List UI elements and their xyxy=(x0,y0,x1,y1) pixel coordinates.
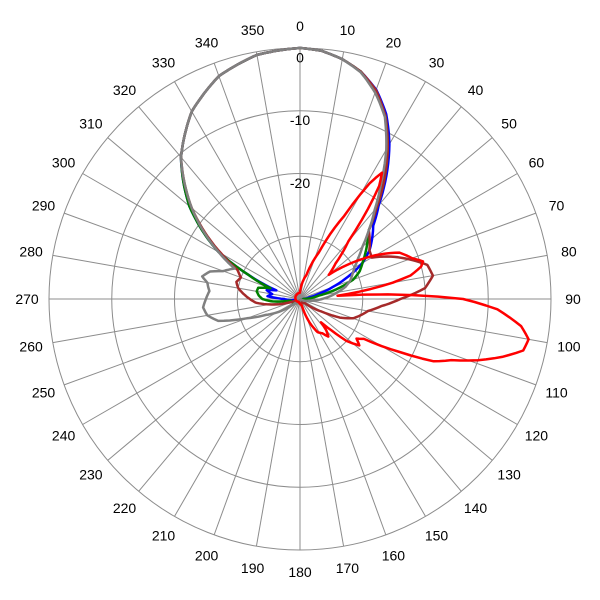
angle-label-200: 200 xyxy=(195,548,219,564)
angle-label-290: 290 xyxy=(32,198,56,214)
grid-spoke-190 xyxy=(255,298,301,547)
axis-labels: 0 10 20 30 40 50 60 70 80 90 100 110 120 130 140 150 160… xyxy=(15,18,581,580)
angle-label-100: 100 xyxy=(557,338,581,354)
angle-label-180: 180 xyxy=(288,564,312,580)
grid-spoke-80 xyxy=(299,254,548,300)
angle-label-270: 270 xyxy=(15,291,39,307)
grid-spoke-200 xyxy=(213,298,301,536)
angle-label-110: 110 xyxy=(545,384,568,400)
grid-spoke-210 xyxy=(174,298,301,517)
angle-label-190: 190 xyxy=(241,560,265,576)
ring-label-0: 0 xyxy=(296,49,304,65)
angle-label-220: 220 xyxy=(113,500,137,516)
angle-label-250: 250 xyxy=(32,384,56,400)
grid-spoke-120 xyxy=(299,298,518,425)
angle-label-90: 90 xyxy=(565,291,581,307)
angle-label-330: 330 xyxy=(152,55,176,71)
grid-spoke-250 xyxy=(63,298,301,386)
grid-spoke-260 xyxy=(52,298,301,344)
grid-spoke-60 xyxy=(299,173,518,300)
angle-label-60: 60 xyxy=(529,155,545,171)
grid-spoke-110 xyxy=(299,298,537,386)
angle-label-120: 120 xyxy=(525,428,549,444)
angle-label-170: 170 xyxy=(336,560,360,576)
angle-label-300: 300 xyxy=(52,155,76,171)
angle-label-150: 150 xyxy=(425,527,449,543)
angle-label-80: 80 xyxy=(561,244,577,260)
angle-label-70: 70 xyxy=(549,198,565,214)
angle-label-130: 130 xyxy=(497,467,521,483)
grid-spoke-100 xyxy=(299,298,548,344)
grid-spoke-350 xyxy=(255,51,301,300)
angle-label-210: 210 xyxy=(152,527,176,543)
grid-spoke-230 xyxy=(107,298,301,461)
angle-label-320: 320 xyxy=(113,82,137,98)
angle-label-160: 160 xyxy=(382,548,406,564)
angle-label-10: 10 xyxy=(340,22,356,38)
angle-label-310: 310 xyxy=(79,116,103,132)
grid-spoke-280 xyxy=(52,254,301,300)
grid-spoke-130 xyxy=(299,298,493,461)
grid-spoke-10 xyxy=(299,51,345,300)
grid-spoke-150 xyxy=(299,298,426,517)
angle-label-20: 20 xyxy=(386,35,402,51)
grid-spoke-290 xyxy=(63,212,301,300)
grid-spoke-330 xyxy=(174,81,301,300)
angle-label-50: 50 xyxy=(501,116,517,132)
ring-label-1: -10 xyxy=(290,112,310,128)
grid-spoke-340 xyxy=(213,62,301,300)
angle-label-280: 280 xyxy=(19,244,43,260)
grid-spoke-170 xyxy=(299,298,345,547)
grid-spoke-300 xyxy=(82,173,301,300)
angle-label-230: 230 xyxy=(79,467,103,483)
series-layer xyxy=(179,46,530,363)
grid-spoke-160 xyxy=(299,298,387,536)
angle-label-30: 30 xyxy=(429,55,445,71)
grid-spoke-70 xyxy=(299,212,537,300)
polar-grid xyxy=(48,47,552,551)
angle-label-240: 240 xyxy=(52,428,76,444)
grid-spoke-220 xyxy=(138,298,301,492)
angle-label-350: 350 xyxy=(241,22,265,38)
angle-label-340: 340 xyxy=(195,35,219,51)
grid-spoke-310 xyxy=(107,137,301,300)
series-line-1 xyxy=(179,46,391,304)
series-line-5 xyxy=(294,171,530,363)
angle-label-260: 260 xyxy=(19,338,43,354)
angle-label-140: 140 xyxy=(464,500,488,516)
grid-spoke-320 xyxy=(138,106,301,300)
angle-label-40: 40 xyxy=(468,82,484,98)
ring-label-2: -20 xyxy=(290,175,310,191)
angle-label-0: 0 xyxy=(296,18,304,34)
grid-spoke-240 xyxy=(82,298,301,425)
